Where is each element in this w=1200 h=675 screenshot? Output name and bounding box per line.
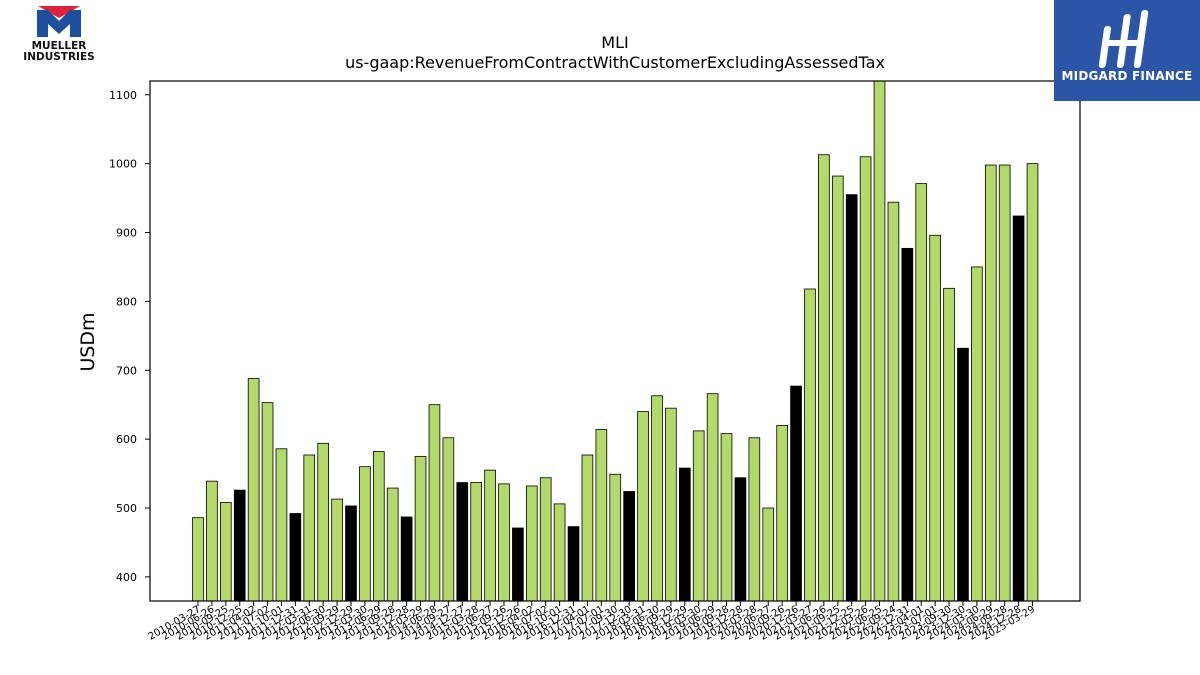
- bar-2014-06-28: [428, 404, 441, 602]
- mueller-logo-line1: MUELLER: [31, 40, 87, 52]
- bar-2020-03-28: [748, 437, 761, 602]
- bar-2014-12-27: [456, 482, 469, 602]
- bar-2014-09-27: [442, 437, 455, 602]
- bar-2022-06-25: [873, 80, 886, 602]
- bar-2019-06-29: [706, 393, 719, 602]
- bar-2020-12-26: [790, 385, 802, 602]
- bar-2018-03-31: [637, 411, 649, 602]
- bar-2018-12-29: [678, 467, 691, 602]
- y-tick-label: 700: [116, 364, 137, 377]
- bar-2016-07-02: [539, 477, 552, 602]
- bar-2024-09-28: [998, 164, 1011, 602]
- midgard-logo: MIDGARD FINANCE: [1054, 0, 1200, 101]
- bar-2017-04-01: [581, 454, 594, 602]
- midgard-logo-icon: [1098, 10, 1149, 68]
- bar-2011-04-02: [247, 378, 260, 602]
- bar-2024-12-28: [1012, 215, 1025, 602]
- bar-2010-09-25: [219, 502, 232, 602]
- mueller-logo-icon: [37, 6, 81, 37]
- y-tick-label: 800: [116, 295, 137, 308]
- bar-2017-07-01: [595, 429, 608, 602]
- bar-2014-03-29: [414, 455, 427, 602]
- bar-2016-12-31: [567, 526, 580, 602]
- bar-2013-09-28: [386, 487, 399, 602]
- bar-2012-09-29: [331, 498, 343, 602]
- y-tick-label: 1000: [109, 158, 137, 171]
- midgard-logo-text: MIDGARD FINANCE: [1061, 69, 1193, 83]
- y-tick-label: 600: [116, 433, 137, 446]
- bar-2015-12-26: [512, 527, 524, 602]
- y-tick-label: 1100: [109, 89, 137, 102]
- bar-2016-10-01: [553, 503, 566, 602]
- bar-2021-12-25: [845, 194, 858, 602]
- bar-2019-12-28: [734, 477, 747, 602]
- bar-2020-09-26: [776, 424, 788, 602]
- bar-2015-03-28: [470, 482, 482, 602]
- bar-2018-09-29: [665, 407, 677, 602]
- bar-2021-09-25: [831, 175, 844, 602]
- bar-2012-06-30: [317, 442, 330, 602]
- bar-2016-04-02: [525, 485, 538, 602]
- bar-2023-09-30: [943, 287, 955, 602]
- bar-2015-06-27: [484, 469, 496, 602]
- y-axis: 400 500 600 700 800 900 1000 1100: [109, 89, 150, 584]
- y-tick-label: 400: [116, 571, 137, 584]
- chart-title: MLI: [601, 33, 628, 52]
- bar-2010-06-26: [206, 480, 218, 602]
- bar-2021-03-27: [804, 288, 816, 602]
- bar-2011-07-02: [261, 402, 274, 602]
- bar-2021-06-26: [818, 154, 830, 602]
- bar-2013-03-30: [359, 466, 371, 602]
- bar-2023-12-30: [957, 347, 969, 602]
- bars-group: [192, 80, 1039, 602]
- mueller-logo: MUELLER INDUSTRIES: [18, 6, 100, 66]
- bar-2022-03-26: [859, 156, 872, 602]
- bar-2015-09-26: [498, 483, 510, 602]
- bar-2022-09-24: [887, 201, 900, 602]
- bar-2012-03-31: [303, 454, 316, 602]
- chart-subtitle: us-gaap:RevenueFromContractWithCustomerE…: [345, 53, 885, 72]
- bar-2017-12-30: [623, 491, 635, 602]
- bar-2017-09-30: [609, 473, 622, 602]
- bar-2022-12-31: [901, 247, 914, 602]
- bar-2013-06-29: [372, 451, 385, 602]
- bar-2010-12-25: [233, 489, 246, 602]
- bar-2020-06-27: [762, 507, 775, 602]
- y-tick-label: 900: [116, 227, 137, 240]
- bar-2023-07-01: [929, 234, 941, 602]
- y-axis-label: USDm: [77, 312, 99, 371]
- bar-2019-09-28: [720, 433, 733, 602]
- y-tick-label: 500: [116, 502, 137, 515]
- bar-2025-03-29: [1026, 163, 1039, 602]
- bar-2018-06-30: [651, 395, 663, 602]
- bar-2024-06-29: [984, 164, 997, 602]
- x-axis: 2010-03-272010-06-262010-09-252010-12-25…: [147, 601, 1037, 643]
- bar-2013-12-28: [400, 516, 413, 602]
- bar-2019-03-30: [692, 430, 705, 602]
- bar-2023-04-01: [915, 183, 928, 602]
- bar-2024-03-30: [971, 266, 983, 602]
- bar-2010-03-27: [192, 517, 204, 602]
- bar-2012-12-29: [345, 505, 357, 602]
- mueller-logo-line2: INDUSTRIES: [23, 51, 95, 63]
- bar-2011-12-31: [289, 513, 302, 602]
- bar-2011-10-01: [275, 448, 288, 602]
